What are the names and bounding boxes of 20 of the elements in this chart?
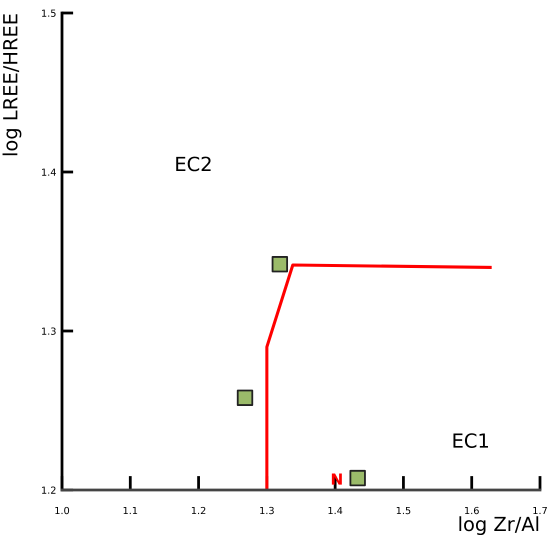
- point: [236, 390, 254, 406]
- line-series: [265, 263, 492, 490]
- y-axis-title: log LREE/HREE: [2, 14, 22, 156]
- x-tick-label: 1.7: [533, 506, 547, 514]
- x-tick-label: 1.1: [124, 506, 138, 514]
- x-tick-label: 1.3: [260, 506, 274, 514]
- x-tick-label: 1.6: [465, 506, 479, 514]
- y-tick-label: 1.5: [42, 10, 56, 17]
- x-axis-title: log Zr/Al: [459, 516, 538, 536]
- x-tick-label: 1.2: [192, 506, 206, 514]
- y-tick-label: 1.4: [42, 168, 56, 176]
- x-tick-label: 1.4: [328, 506, 342, 514]
- annotation: EC1: [453, 433, 488, 448]
- point: [349, 470, 366, 486]
- x-tick-label: 1.5: [396, 506, 410, 514]
- y-tick-label: 1.2: [42, 486, 56, 494]
- point: [272, 256, 288, 272]
- y-tick-label: 1.3: [42, 327, 56, 335]
- annotation: EC2: [176, 156, 211, 172]
- x-tick-label: 1.0: [55, 506, 70, 514]
